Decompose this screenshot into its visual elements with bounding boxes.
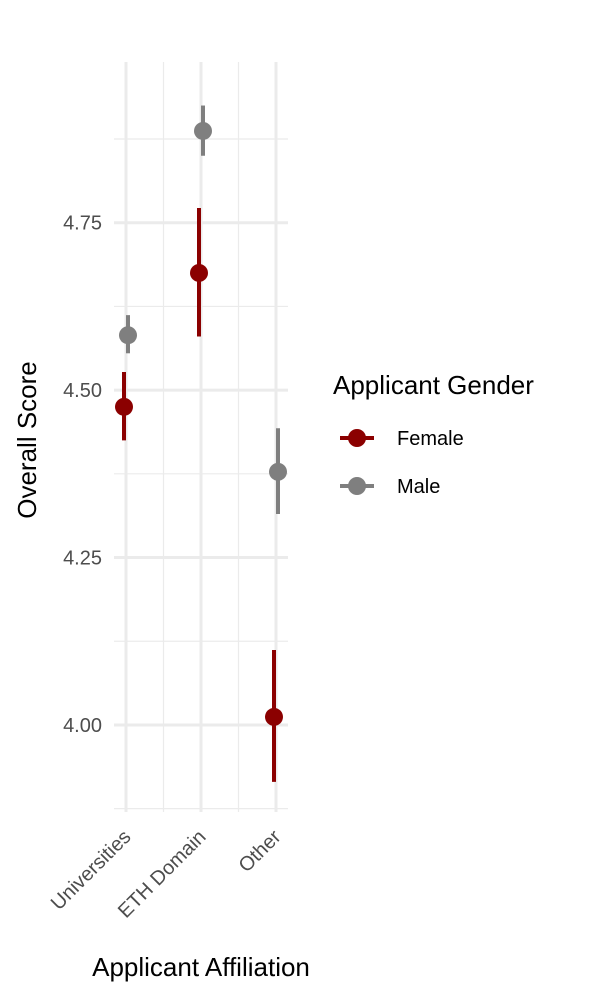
- y-tick-label-2: 4.50: [63, 380, 102, 402]
- y-tick-label-0: 4.00: [63, 715, 102, 737]
- y-tick-label-1: 4.25: [63, 548, 102, 570]
- point-female-2: [265, 707, 283, 726]
- y-tick-labels: 4.00 4.25 4.50 4.75: [63, 213, 102, 737]
- legend: Applicant Gender Female Male: [333, 370, 534, 498]
- point-male-0: [119, 326, 137, 345]
- legend-key-point-male: [348, 477, 366, 495]
- y-axis-title: Overall Score: [12, 361, 42, 519]
- data-marks: [115, 105, 287, 782]
- legend-key-point-female: [348, 429, 366, 447]
- grid-lines: [114, 62, 288, 812]
- point-male-1: [194, 121, 212, 140]
- x-tick-label-2: Other: [235, 826, 286, 877]
- point-female-0: [115, 397, 133, 416]
- y-tick-label-3: 4.75: [63, 213, 102, 235]
- series-male: [119, 105, 287, 515]
- series-female: [115, 207, 283, 782]
- legend-label-male: Male: [397, 476, 440, 498]
- legend-item-male: Male: [340, 476, 440, 498]
- legend-item-female: Female: [340, 428, 464, 450]
- legend-label-female: Female: [397, 428, 464, 450]
- point-male-2: [269, 462, 287, 481]
- x-axis-title: Applicant Affiliation: [92, 952, 310, 982]
- point-female-1: [190, 263, 208, 282]
- legend-title: Applicant Gender: [333, 370, 534, 400]
